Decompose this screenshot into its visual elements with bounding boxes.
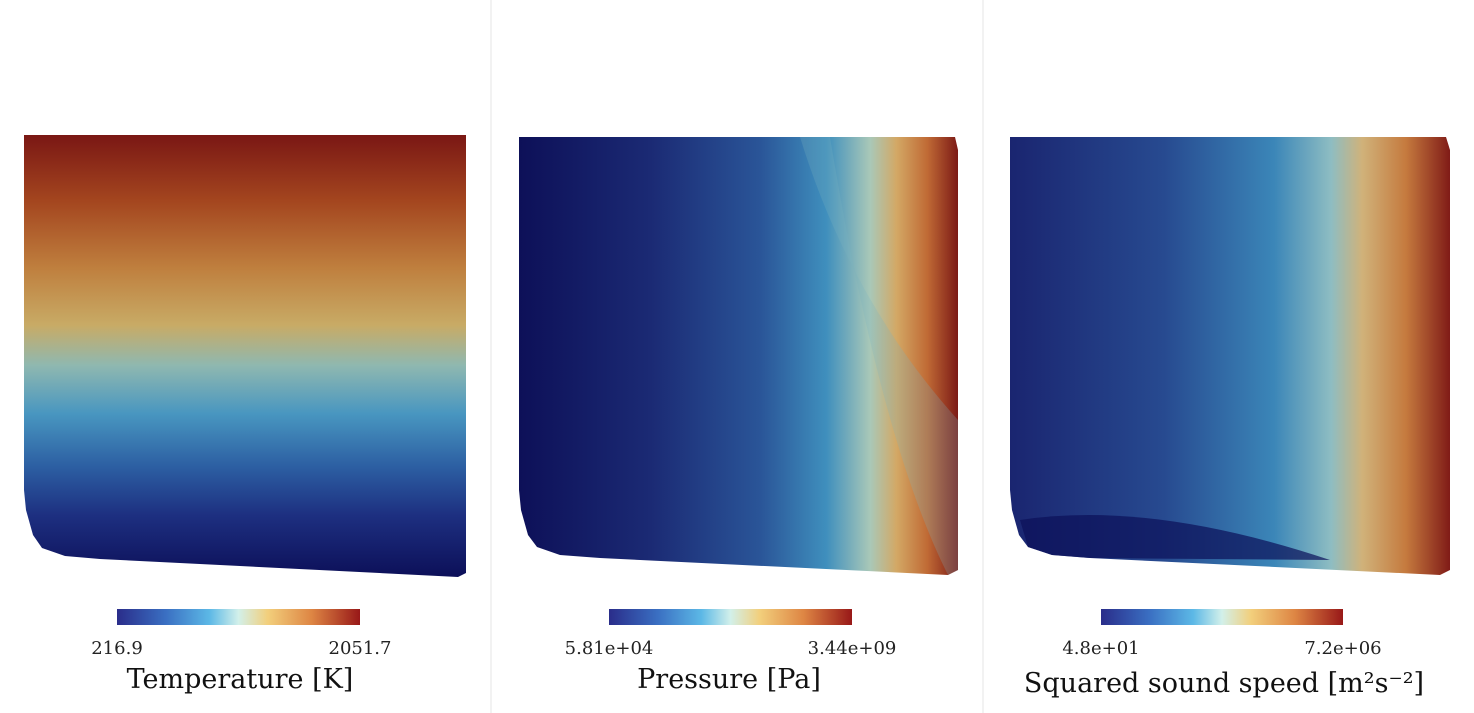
- field-shading: [800, 137, 958, 575]
- colorbar-title: Temperature [K]: [127, 664, 354, 695]
- colorbar-title: Pressure [Pa]: [637, 664, 821, 695]
- colorbar: [1101, 609, 1343, 625]
- colorbar-min: 216.9: [91, 638, 143, 659]
- colorbar: [117, 609, 360, 625]
- colorbar-max: 2051.7: [329, 638, 392, 659]
- colorbar-min: 4.8e+01: [1062, 638, 1139, 659]
- field-plot: [1010, 137, 1450, 575]
- colorbar-max: 3.44e+09: [808, 638, 897, 659]
- colorbar-title: Squared sound speed [m²s⁻²]: [1024, 668, 1424, 699]
- colorbar-min: 5.81e+04: [565, 638, 654, 659]
- colorbar-max: 7.2e+06: [1304, 638, 1381, 659]
- field-shading: [1020, 515, 1330, 560]
- field-plot: [519, 137, 958, 575]
- colorbar: [609, 609, 852, 625]
- field-plot: [24, 135, 466, 577]
